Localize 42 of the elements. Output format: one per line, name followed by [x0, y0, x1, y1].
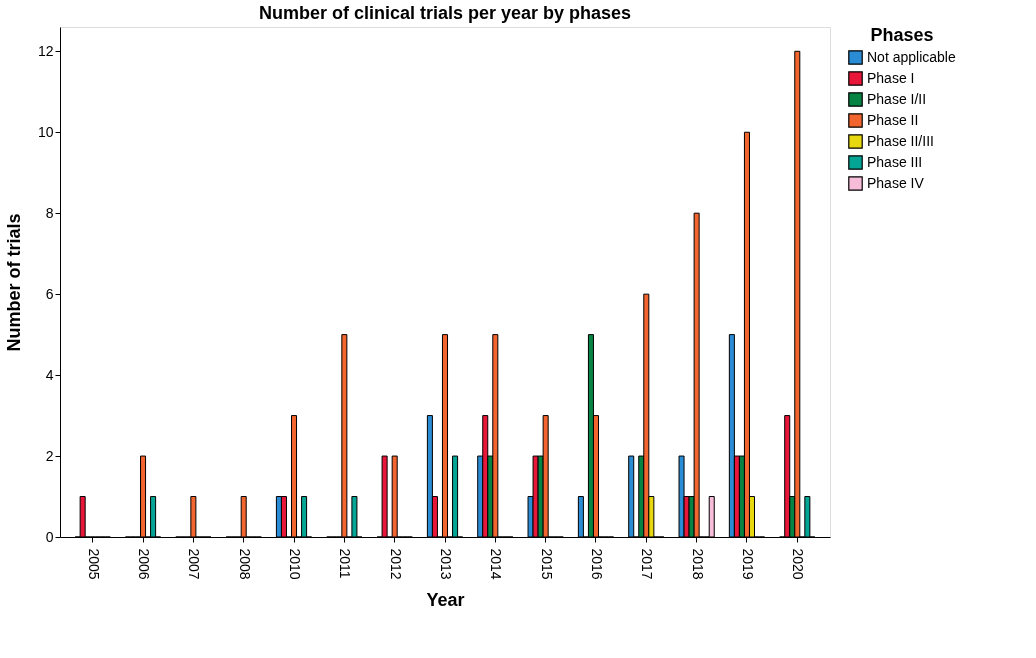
bar	[452, 455, 459, 538]
legend-label: Phase II	[867, 111, 919, 128]
x-tick-label: 2012	[387, 548, 404, 580]
x-tick-label: 2017	[639, 548, 656, 580]
y-tick-label: 4	[45, 366, 54, 383]
x-tick-label: 2008	[236, 548, 253, 580]
legend-label: Phase I	[867, 69, 915, 86]
x-axis-title: Year	[426, 589, 465, 610]
y-tick-label: 8	[45, 204, 54, 221]
bar	[150, 496, 157, 538]
x-tick-label: 2013	[438, 548, 454, 580]
legend-label: Phase IV	[867, 174, 925, 191]
bar	[784, 415, 791, 538]
y-tick-label: 10	[37, 123, 54, 140]
y-axis-title: Number of trials	[3, 213, 24, 352]
legend-label: Phase III	[867, 153, 923, 170]
x-tick-label: 2014	[488, 548, 505, 580]
x-tick-label: 2020	[790, 548, 807, 580]
bar	[280, 496, 287, 538]
x-tick-label: 2019	[739, 548, 756, 580]
bar	[79, 496, 86, 538]
y-tick-label: 6	[45, 285, 54, 302]
bar	[351, 496, 358, 538]
x-tick-label: 2018	[689, 548, 706, 580]
legend-label: Not applicable	[867, 48, 956, 65]
y-tick-label: 0	[45, 528, 54, 545]
bar	[804, 496, 811, 538]
x-tick-label: 2006	[136, 548, 153, 580]
y-tick-label: 2	[45, 447, 54, 464]
legend-label: Phase I/II	[867, 90, 927, 107]
legend-label: Phase II/III	[867, 132, 934, 149]
bar	[381, 455, 388, 538]
x-tick-label: 2007	[186, 548, 203, 580]
y-tick-label: 12	[37, 42, 54, 59]
x-tick-label: 2016	[588, 548, 605, 580]
bar	[301, 496, 308, 538]
chart-title: Number of clinical trials per year by phases	[258, 3, 632, 23]
x-tick-label: 2005	[85, 548, 102, 580]
legend-title: Phases	[870, 25, 934, 45]
x-tick-label: 2011	[337, 548, 354, 579]
x-tick-label: 2010	[287, 548, 304, 580]
x-tick-label: 2015	[538, 548, 555, 580]
